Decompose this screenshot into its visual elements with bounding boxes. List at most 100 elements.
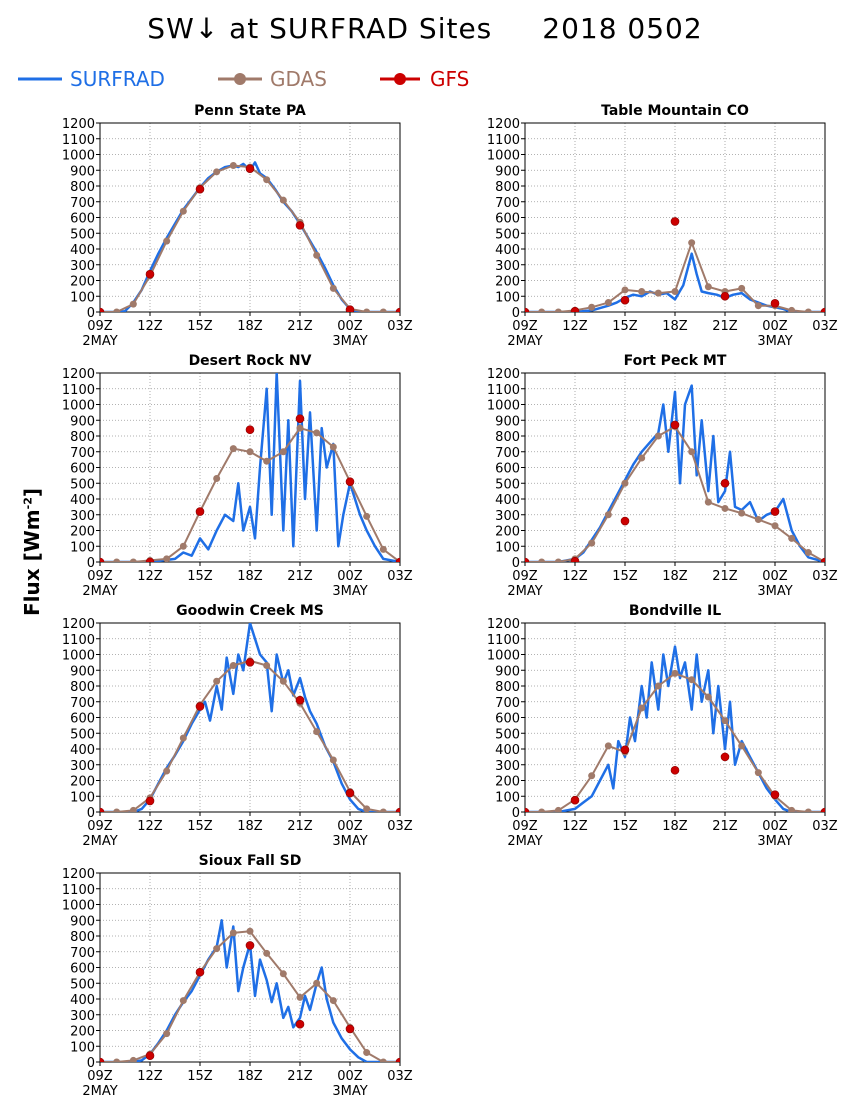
panel-desert-rock-nv-xtick-label-0: 09Z — [87, 569, 113, 584]
panel-table-mountain-co-xtick-label-4: 21Z — [712, 319, 738, 334]
panel-goodwin-creek-ms-series-gfs-point-1 — [145, 796, 155, 806]
panel-desert-rock-nv-series-gfs-point-6 — [395, 557, 400, 562]
panel-sioux-fall-sd-series-gdas-point-5 — [179, 997, 187, 1005]
panel-sioux-fall-sd-ytick-label-12: 1200 — [62, 867, 95, 882]
panel-table-mountain-co-xtick-label-6: 03Z — [812, 319, 838, 334]
panel-table-mountain-co-series-gfs-point-6 — [820, 307, 825, 312]
panel-desert-rock-nv-xtick-label-5: 00Z — [337, 569, 363, 584]
panel-desert-rock-nv-series-gdas-point-5 — [179, 542, 187, 550]
panel-sioux-fall-sd-ytick-label-4: 400 — [70, 993, 95, 1008]
panel-table-mountain-co-xtick-label-5: 00Z — [762, 319, 788, 334]
panel-desert-rock-nv-ytick-label-7: 700 — [70, 446, 95, 461]
panel-penn-state-pa-series-gfs-point-0 — [100, 307, 105, 312]
panel-desert-rock-nv-series-gdas-point-9 — [246, 448, 254, 456]
panel-goodwin-creek-ms-series-gfs-point-6 — [395, 807, 400, 812]
panel-penn-state-pa-series-gdas-point-11 — [279, 196, 287, 204]
panel-fort-peck-mt-xtick-label-2: 15Z — [612, 569, 638, 584]
panel-sioux-fall-sd-series-gdas-point-16 — [363, 1049, 371, 1057]
legend-item-surfrad: SURFRAD — [18, 67, 165, 91]
panel-goodwin-creek-ms-title: Goodwin Creek MS — [176, 603, 324, 619]
panel-table-mountain-co-series-gdas-point-2 — [554, 308, 562, 312]
panel-penn-state-pa-series-gfs-point-3 — [245, 164, 255, 173]
panel-bondville-il-ytick-label-2: 200 — [495, 775, 520, 790]
panel-table-mountain-co-ytick-label-12: 1200 — [487, 117, 520, 132]
panel-desert-rock-nv-ytick-label-9: 900 — [70, 414, 95, 429]
panel-table-mountain-co-series-gdas-point-5 — [604, 299, 612, 307]
panel-table-mountain-co-series-gdas-point-10 — [688, 239, 696, 247]
panel-sioux-fall-sd-ytick-label-1: 100 — [70, 1040, 95, 1055]
panel-bondville-il-series-gdas-point-14 — [754, 769, 762, 777]
panel-fort-peck-mt-series-gfs-point-2 — [620, 516, 630, 526]
panel-fort-peck-mt-series-gfs-point-5 — [770, 507, 780, 516]
panel-goodwin-creek-ms-grid — [100, 623, 400, 812]
panel-sioux-fall-sd-series-gfs-point-1 — [145, 1051, 155, 1060]
panel-goodwin-creek-ms-series-gdas-point-16 — [363, 805, 371, 812]
panel-bondville-il-series-gfs-point-0 — [525, 807, 530, 812]
panel-table-mountain-co-series-gdas-point-9 — [671, 288, 679, 296]
panel-fort-peck-mt-xtick-label-6: 03Z — [812, 569, 838, 584]
panel-penn-state-pa-series-gfs-point-4 — [295, 221, 305, 230]
panel-fort-peck-mt-ytick-label-4: 400 — [495, 493, 520, 508]
panel-table-mountain-co-series-gfs-point-3 — [670, 217, 680, 226]
panel-fort-peck-mt-data — [525, 384, 825, 562]
panel-penn-state-pa-ytick-label-8: 800 — [70, 180, 95, 195]
panel-goodwin-creek-ms-series-gdas-point-7 — [213, 677, 221, 685]
panel-fort-peck-mt-series-gdas-point-17 — [804, 549, 812, 557]
panel-sioux-fall-sd-ytick-label-6: 600 — [70, 962, 95, 977]
panel-fort-peck-mt-ytick-label-1: 100 — [495, 540, 520, 555]
panel-sioux-fall-sd-series-gdas-point-2 — [129, 1056, 137, 1062]
panel-fort-peck-mt-title: Fort Peck MT — [624, 353, 727, 369]
panel-desert-rock-nv-xtick-sublabel-5: 3MAY — [332, 584, 367, 599]
legend-item-gdas: GDAS — [218, 67, 327, 91]
panel-goodwin-creek-ms-series-gdas-point-5 — [179, 734, 187, 742]
panel-bondville-il-xtick-sublabel-0: 2MAY — [507, 834, 542, 849]
panel-sioux-fall-sd-xtick-label-3: 18Z — [237, 1069, 263, 1084]
panel-penn-state-pa-ytick-label-10: 1000 — [62, 149, 95, 164]
panel-penn-state-pa-xtick-label-3: 18Z — [237, 319, 263, 334]
panel-bondville-il-xtick-label-0: 09Z — [512, 819, 538, 834]
panel-sioux-fall-sd-ytick-label-3: 300 — [70, 1009, 95, 1024]
panel-table-mountain-co-series-gdas-point-16 — [788, 306, 796, 312]
panel-sioux-fall-sd-xtick-label-5: 00Z — [337, 1069, 363, 1084]
panel-table-mountain-co-ytick-label-7: 700 — [495, 196, 520, 211]
panel-goodwin-creek-ms-series-gdas-point-17 — [379, 808, 387, 812]
panel-fort-peck-mt-series-gdas-point-5 — [604, 511, 612, 519]
panel-sioux-fall-sd-series-gfs-point-2 — [195, 967, 205, 977]
panel-fort-peck-mt-series-gdas-point-11 — [704, 498, 712, 506]
panel-desert-rock-nv-series-gdas-point-13 — [313, 429, 321, 437]
panel-sioux-fall-sd-xtick-label-1: 12Z — [137, 1069, 163, 1084]
panel-penn-state-pa-ytick-label-1: 100 — [70, 290, 95, 305]
panel-goodwin-creek-ms-ytick-label-5: 500 — [70, 727, 95, 742]
panel-fort-peck-mt-xtick-label-1: 12Z — [562, 569, 588, 584]
panel-fort-peck-mt-xtick-label-0: 09Z — [512, 569, 538, 584]
panel-goodwin-creek-ms-series-gdas-point-2 — [129, 806, 137, 812]
panel-goodwin-creek-ms-xtick-sublabel-0: 2MAY — [82, 834, 117, 849]
panel-desert-rock-nv-ytick-label-11: 1100 — [62, 383, 95, 398]
panel-sioux-fall-sd-series-gdas-point-11 — [279, 970, 287, 978]
panel-bondville-il-ytick-label-1: 100 — [495, 790, 520, 805]
panel-table-mountain-co-series-gdas-line — [525, 241, 825, 312]
panel-fort-peck-mt-xtick-sublabel-5: 3MAY — [757, 584, 792, 599]
panel-fort-peck-mt-series-gfs-point-6 — [820, 557, 825, 562]
panel-bondville-il-ytick-label-4: 400 — [495, 743, 520, 758]
panel-bondville-il-series-gdas-point-16 — [788, 806, 796, 812]
panel-penn-state-pa-series-gdas-point-16 — [363, 308, 371, 312]
panel-table-mountain-co-ytick-label-11: 1100 — [487, 133, 520, 148]
panel-sioux-fall-sd-series-gdas-point-8 — [229, 929, 237, 937]
panel-bondville-il-series-gdas-point-2 — [554, 806, 562, 812]
panel-fort-peck-mt-series-gfs-point-4 — [720, 478, 730, 488]
panel-sioux-fall-sd-series-gfs-point-6 — [395, 1057, 400, 1062]
panel-sioux-fall-sd-series-gfs-point-5 — [345, 1024, 355, 1034]
panel-fort-peck-mt-series-gdas-point-2 — [554, 558, 562, 562]
panel-table-mountain-co-series-gfs-point-4 — [720, 291, 730, 301]
panel-fort-peck-mt-xtick-label-3: 18Z — [662, 569, 688, 584]
panel-table-mountain-co-xtick-label-1: 12Z — [562, 319, 588, 334]
panel-sioux-fall-sd-xtick-label-0: 09Z — [87, 1069, 113, 1084]
panel-sioux-fall-sd-series-gdas-point-4 — [163, 1030, 171, 1038]
panel-desert-rock-nv-xtick-label-3: 18Z — [237, 569, 263, 584]
panel-penn-state-pa-xtick-sublabel-5: 3MAY — [332, 334, 367, 349]
panel-bondville-il-xtick-label-6: 03Z — [812, 819, 838, 834]
panel-fort-peck-mt-ytick-label-7: 700 — [495, 446, 520, 461]
panel-bondville-il-series-gdas-point-8 — [654, 682, 662, 690]
panel-goodwin-creek-ms-xtick-label-1: 12Z — [137, 819, 163, 834]
